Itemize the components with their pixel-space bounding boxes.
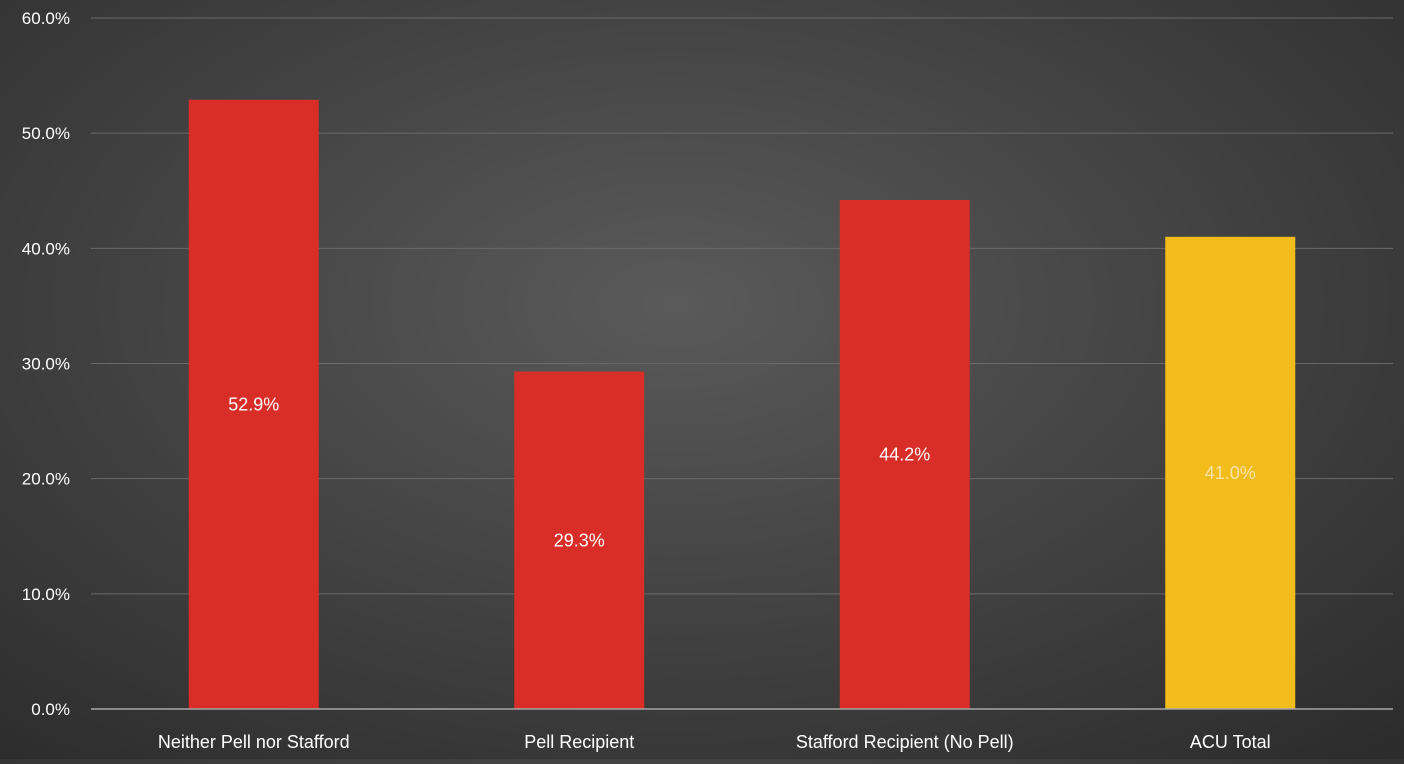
data-label: 41.0% (1205, 463, 1256, 483)
bar (1165, 236, 1296, 710)
x-tick-label: Pell Recipient (524, 732, 634, 752)
y-tick-label: 60.0% (22, 9, 70, 28)
y-tick-label: 40.0% (22, 239, 70, 258)
y-tick-label: 30.0% (22, 355, 70, 374)
x-tick-label: Neither Pell nor Stafford (158, 732, 350, 752)
bar (514, 371, 645, 709)
y-tick-label: 10.0% (22, 585, 70, 604)
x-tick-label: ACU Total (1190, 732, 1271, 752)
y-tick-label: 20.0% (22, 470, 70, 489)
data-label: 29.3% (554, 530, 605, 550)
data-labels: 52.9% 29.3% 44.2% 41.0% (228, 394, 1256, 550)
data-label: 52.9% (228, 394, 279, 414)
x-tick-label: Stafford Recipient (No Pell) (796, 732, 1014, 752)
bars (188, 99, 1296, 710)
y-tick-label: 0.0% (31, 700, 70, 719)
bar (839, 199, 970, 710)
y-axis-tick-labels: 0.0% 10.0% 20.0% 30.0% 40.0% 50.0% 60.0% (22, 9, 70, 719)
bar (188, 99, 319, 710)
y-tick-label: 50.0% (22, 124, 70, 143)
x-axis-tick-labels: Neither Pell nor Stafford Pell Recipient S… (158, 732, 1271, 752)
data-label: 44.2% (879, 444, 930, 464)
